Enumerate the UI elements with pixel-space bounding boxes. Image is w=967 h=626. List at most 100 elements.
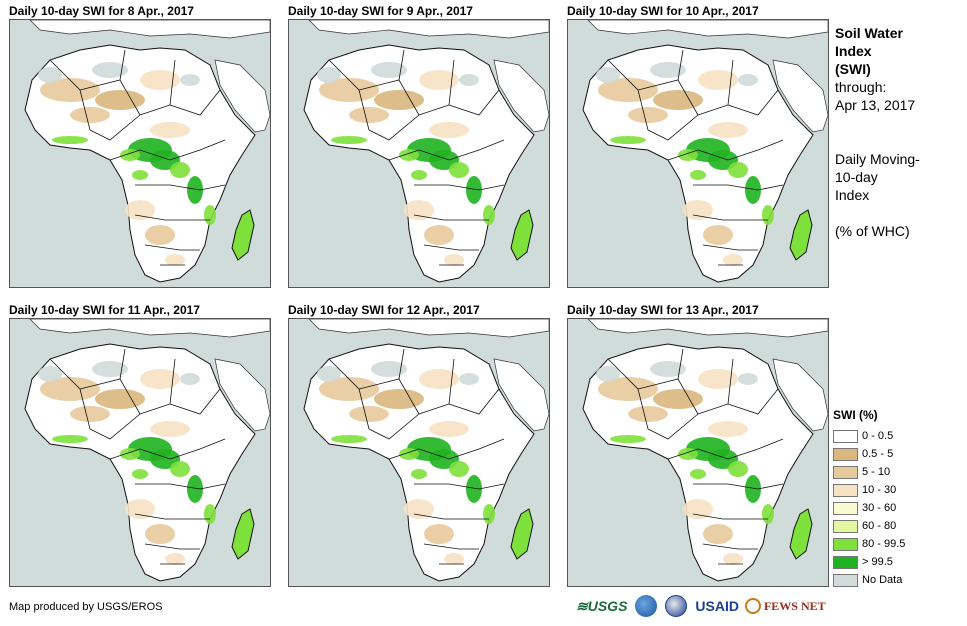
- country-border: [702, 244, 758, 251]
- swi-region: [598, 78, 658, 102]
- swi-region: [429, 122, 469, 138]
- swi-region-wet: [331, 435, 367, 443]
- swi-region-wet: [411, 170, 427, 180]
- swi-region: [628, 107, 668, 123]
- swi-region: [38, 366, 62, 382]
- desc-line: Daily Moving-: [835, 151, 920, 167]
- europe-landmass: [29, 319, 270, 338]
- swi-region: [653, 389, 703, 409]
- swi-region: [738, 373, 758, 385]
- europe-landmass: [29, 20, 270, 39]
- country-border: [647, 114, 699, 141]
- country-border: [368, 114, 420, 141]
- swi-region: [95, 90, 145, 110]
- swi-region: [70, 406, 110, 422]
- country-border: [693, 184, 784, 191]
- swi-region-wet: [466, 475, 482, 503]
- madagascar-landmass: [789, 508, 813, 560]
- legend-title: SWI (%): [833, 408, 878, 422]
- country-border: [144, 543, 200, 550]
- swi-region-wet: [331, 136, 367, 144]
- africa-map: [288, 19, 550, 288]
- swi-region-wet: [132, 170, 148, 180]
- africa-landmass: [24, 343, 256, 582]
- swi-region: [419, 70, 459, 90]
- swi-region: [444, 254, 464, 266]
- africa-map: [567, 318, 829, 587]
- heading-line: Soil Water: [835, 25, 903, 41]
- swi-region-wet: [728, 162, 748, 178]
- swi-region: [596, 67, 620, 83]
- swi-region-wet: [204, 205, 216, 225]
- legend-label: 60 - 80: [862, 520, 897, 532]
- legend-item: 0 - 0.5: [833, 427, 963, 445]
- swi-region: [150, 421, 190, 437]
- units-label: (% of WHC): [835, 223, 910, 239]
- swi-region: [683, 200, 713, 220]
- africa-map: [288, 318, 550, 587]
- legend-label: 5 - 10: [862, 466, 891, 478]
- europe-landmass: [587, 20, 828, 39]
- usaid-seal-icon: [665, 595, 688, 617]
- fews-globe-icon: [744, 598, 761, 614]
- swi-region: [698, 369, 738, 389]
- swi-region-wet: [52, 435, 88, 443]
- madagascar-landmass: [231, 508, 255, 560]
- legend-label: > 99.5: [862, 556, 893, 568]
- arabia-landmass: [772, 59, 828, 133]
- madagascar-landmass: [510, 508, 534, 560]
- country-border: [448, 89, 500, 116]
- swi-region-wet: [762, 504, 774, 524]
- country-border: [667, 438, 784, 460]
- heading-line: Index: [835, 43, 872, 59]
- legend-label: 0.5 - 5: [862, 448, 894, 460]
- country-border: [144, 244, 200, 251]
- swi-region: [596, 366, 620, 382]
- country-border: [692, 513, 768, 520]
- swi-region-wet: [610, 136, 646, 144]
- swi-region: [40, 377, 100, 401]
- swi-region: [371, 361, 407, 377]
- through-label: through:: [835, 79, 887, 95]
- country-border: [398, 348, 405, 380]
- swi-region-wet: [411, 469, 427, 479]
- panel-title: Daily 10-day SWI for 8 Apr., 2017: [9, 4, 194, 18]
- madagascar-landmass: [231, 209, 255, 261]
- heading-line: (SWI): [835, 61, 871, 77]
- swi-region: [424, 225, 454, 245]
- africa-landmass: [24, 44, 256, 283]
- country-border: [448, 388, 500, 415]
- swi-region: [628, 406, 668, 422]
- arabia-landmass: [214, 59, 270, 133]
- africa-landmass: [582, 44, 814, 283]
- swi-region: [145, 225, 175, 245]
- legend-item: > 99.5: [833, 553, 963, 571]
- swi-region-wet: [745, 176, 761, 204]
- country-border: [692, 214, 768, 221]
- europe-landmass: [587, 319, 828, 338]
- swi-region: [150, 122, 190, 138]
- swi-region: [349, 107, 389, 123]
- country-border: [727, 89, 779, 116]
- country-border: [169, 388, 221, 415]
- legend: SWI (%) 0 - 0.5 0.5 - 5 5 - 10 10 - 30 30 - …: [833, 408, 963, 589]
- swi-region-wet: [52, 136, 88, 144]
- swi-region: [349, 406, 389, 422]
- legend-label: 0 - 0.5: [862, 430, 894, 442]
- swi-region: [703, 225, 733, 245]
- swi-region: [598, 377, 658, 401]
- arabia-landmass: [772, 358, 828, 432]
- arabia-landmass: [493, 358, 549, 432]
- swi-region: [404, 200, 434, 220]
- country-border: [667, 139, 784, 161]
- country-border: [677, 49, 684, 81]
- swi-region: [429, 421, 469, 437]
- country-border: [134, 513, 210, 520]
- country-border: [368, 413, 420, 440]
- swi-region: [444, 553, 464, 565]
- desc-line: Index: [835, 187, 870, 203]
- swi-region: [317, 366, 341, 382]
- africa-map: [9, 318, 271, 587]
- swi-region: [708, 421, 748, 437]
- country-border: [89, 413, 141, 440]
